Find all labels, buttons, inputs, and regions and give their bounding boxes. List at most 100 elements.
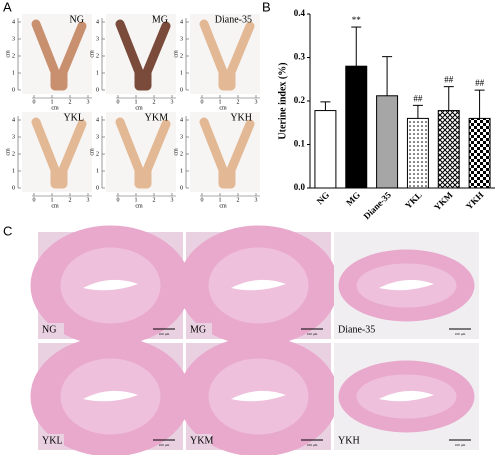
ruler-tick-label: 3 (96, 36, 99, 42)
ruler-tick-label: 0 (12, 185, 15, 191)
ruler-unit: cm (219, 203, 227, 209)
photo-label: NG (70, 14, 84, 25)
photo-label: YKL (63, 112, 84, 123)
ruler-unit: cm (173, 148, 179, 156)
ruler-unit: cm (173, 50, 179, 58)
scale-bar-label: 100 μm (455, 443, 466, 447)
uterus (199, 19, 255, 91)
ruler-tick-label: 2 (180, 151, 183, 157)
ruler-tick-label: 2 (12, 53, 15, 59)
ruler-tick-label: 0 (180, 87, 183, 93)
ruler-tick-label: 0 (33, 197, 36, 203)
panel-label: A (3, 0, 12, 14)
bar (314, 110, 337, 189)
ruler-tick-label: 0 (33, 99, 36, 105)
ruler-unit: cm (135, 203, 143, 209)
ruler-tick-label: 2 (237, 197, 240, 203)
ruler-tick-label: 2 (153, 197, 156, 203)
ruler-tick-label: 3 (12, 36, 15, 42)
ruler-tick-label: 3 (171, 99, 174, 105)
ruler-tick-label: 4 (180, 19, 183, 25)
ruler-tick-label: 1 (219, 99, 222, 105)
ruler-tick-label: 4 (12, 19, 15, 25)
histology-label: Diane-35 (338, 324, 375, 335)
x-tick-label: NG (315, 190, 332, 207)
y-tick-label: 0.1 (294, 139, 306, 149)
x-tick-label: YKH (464, 190, 486, 212)
ruler-tick-label: 3 (12, 134, 15, 140)
ruler-tick-label: 2 (180, 53, 183, 59)
panel-label: C (3, 223, 12, 238)
ruler-unit: cm (219, 105, 227, 111)
lumen (379, 279, 434, 291)
ruler-tick-label: 2 (12, 151, 15, 157)
ruler-tick-label: 1 (135, 99, 138, 105)
scale-bar-label: 100 μm (455, 332, 466, 336)
ruler-tick-label: 0 (12, 87, 15, 93)
ruler-tick-label: 2 (69, 197, 72, 203)
ruler-tick-label: 3 (255, 197, 258, 203)
label-box (188, 434, 212, 447)
ruler-tick-label: 1 (51, 197, 54, 203)
lumen (231, 279, 286, 291)
bar (345, 65, 368, 189)
histology-label: YKM (190, 435, 213, 446)
histology-label: YKL (42, 435, 63, 446)
ruler-unit: cm (135, 105, 143, 111)
label-box (336, 323, 380, 336)
label-box (336, 434, 360, 447)
significance-mark: ** (352, 15, 362, 25)
x-tick-label: MG (344, 190, 362, 208)
scale-bar-label: 100 μm (159, 332, 170, 336)
scale-bar-label: 100 μm (307, 332, 318, 336)
ruler-tick-label: 4 (180, 117, 183, 123)
y-axis-label: Uterine index (%) (277, 62, 288, 139)
label-box (188, 323, 212, 336)
ruler-tick-label: 3 (180, 36, 183, 42)
label-box (40, 323, 64, 336)
ruler-tick-label: 1 (96, 70, 99, 76)
lumen (379, 390, 434, 402)
ruler-unit: cm (5, 148, 11, 156)
ruler-tick-label: 2 (237, 99, 240, 105)
y-tick-label: 0.3 (294, 52, 306, 62)
ruler-tick-label: 3 (255, 99, 258, 105)
ruler-tick-label: 3 (87, 197, 90, 203)
lumen (83, 390, 138, 402)
ruler-tick-label: 1 (12, 168, 15, 174)
bar (406, 117, 429, 189)
bar (376, 95, 399, 189)
bar (468, 117, 491, 189)
uterus (115, 117, 171, 189)
ruler-unit: cm (51, 105, 59, 111)
ruler-tick-label: 3 (96, 134, 99, 140)
ruler-tick-label: 3 (171, 197, 174, 203)
photo-label: YKH (230, 112, 252, 123)
photo-label: MG (152, 14, 168, 25)
photo-label: Diane-35 (215, 14, 252, 25)
photo-label: YKM (145, 112, 168, 123)
label-box (40, 434, 64, 447)
ruler-tick-label: 1 (219, 197, 222, 203)
y-tick-label: 0.4 (294, 8, 306, 18)
ruler-tick-label: 2 (69, 99, 72, 105)
ruler-tick-label: 0 (96, 185, 99, 191)
scale-bar-label: 100 μm (159, 443, 170, 447)
ruler-unit: cm (89, 148, 95, 156)
ruler-tick-label: 1 (180, 168, 183, 174)
ruler-tick-label: 0 (201, 197, 204, 203)
ruler-tick-label: 4 (12, 117, 15, 123)
scale-bar-label: 100 μm (307, 443, 318, 447)
uterus (199, 117, 255, 189)
ruler-tick-label: 1 (12, 70, 15, 76)
ruler-tick-label: 4 (96, 19, 99, 25)
x-tick-label: YKM (432, 189, 455, 212)
ruler-tick-label: 2 (96, 151, 99, 157)
ruler-tick-label: 4 (96, 117, 99, 123)
ruler-tick-label: 2 (153, 99, 156, 105)
ruler-tick-label: 0 (96, 87, 99, 93)
uterus (31, 117, 87, 189)
x-tick-label: YKL (403, 190, 424, 211)
panel-label: B (262, 0, 271, 14)
